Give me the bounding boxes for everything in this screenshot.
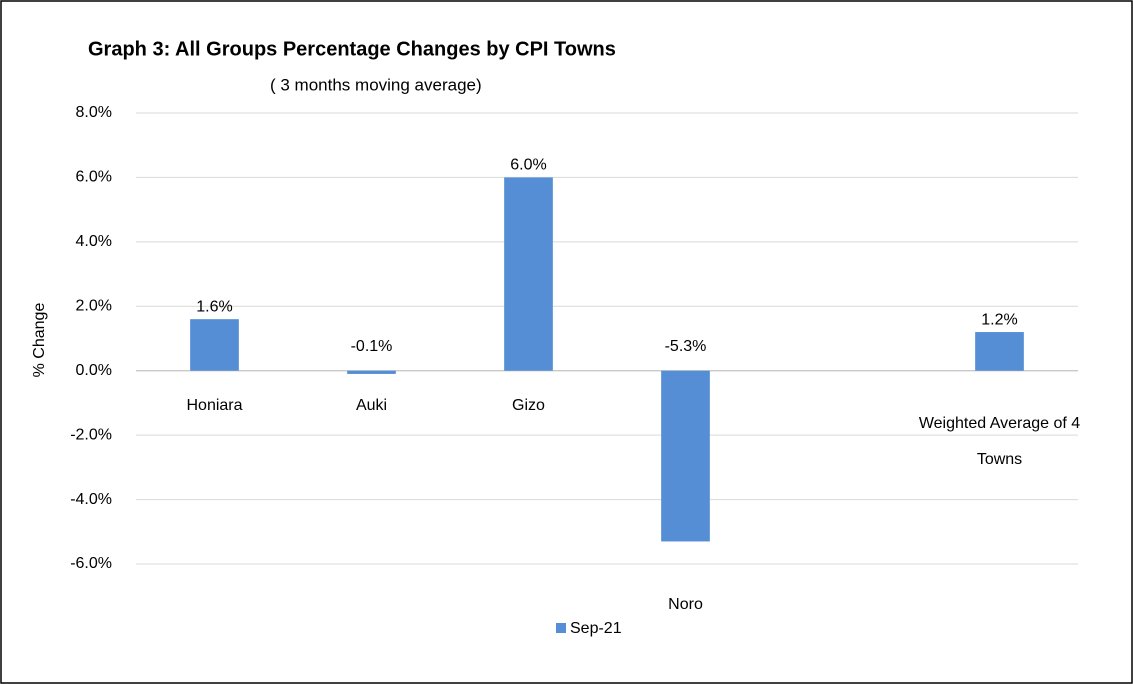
y-tick-label: -4.0% xyxy=(70,491,112,508)
x-tick-label: Noro xyxy=(668,596,703,613)
y-tick-label: -2.0% xyxy=(70,426,112,443)
bar xyxy=(190,319,239,371)
data-label: -0.1% xyxy=(351,338,393,355)
chart-title: Graph 3: All Groups Percentage Changes b… xyxy=(88,38,616,60)
data-label: 1.6% xyxy=(196,298,232,315)
bar xyxy=(504,177,553,371)
bar xyxy=(661,370,710,542)
legend-swatch xyxy=(556,623,566,633)
y-tick-label: 0.0% xyxy=(76,362,112,379)
data-label: 1.2% xyxy=(981,311,1017,328)
x-tick-label: Honiara xyxy=(186,397,242,414)
data-label: 6.0% xyxy=(510,157,546,174)
x-tick-label: Weighted Average of 4 Towns xyxy=(918,415,1081,468)
y-tick-label: 6.0% xyxy=(76,169,112,186)
legend-label: Sep-21 xyxy=(570,620,622,637)
bar xyxy=(975,332,1024,371)
data-label: -5.3% xyxy=(665,338,707,355)
y-tick-label: 4.0% xyxy=(76,233,112,250)
y-axis-label: % Change xyxy=(31,303,48,378)
bar xyxy=(347,370,396,374)
chart-subtitle: ( 3 months moving average) xyxy=(270,75,482,94)
y-tick-label: 8.0% xyxy=(76,104,112,121)
y-tick-label: -6.0% xyxy=(70,555,112,572)
x-tick-label: Gizo xyxy=(512,397,545,414)
y-tick-label: 2.0% xyxy=(76,298,112,315)
x-tick-label: Auki xyxy=(356,397,387,414)
